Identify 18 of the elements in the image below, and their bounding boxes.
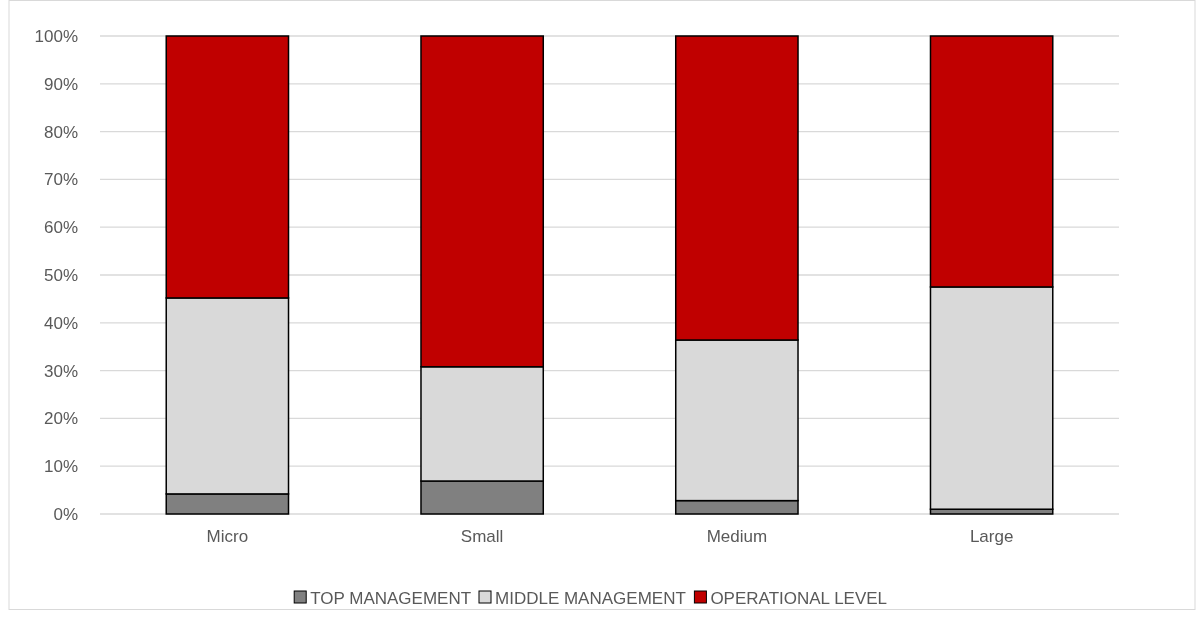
- y-tick-label: 0%: [53, 504, 78, 524]
- y-tick-label: 20%: [43, 409, 78, 429]
- x-tick-label: Large: [969, 527, 1014, 546]
- y-tick-label: 100%: [34, 26, 78, 46]
- y-tick-label: 10%: [43, 457, 78, 477]
- legend-label: OPERATIONAL LEVEL: [710, 588, 888, 608]
- legend-label: MIDDLE MANAGEMENT: [495, 588, 686, 608]
- x-tick-label: Small: [460, 527, 504, 546]
- y-tick-label: 70%: [43, 170, 78, 190]
- x-tick-label: Micro: [206, 527, 249, 546]
- y-tick-label: 60%: [43, 218, 78, 238]
- legend-label: TOP MANAGEMENT: [310, 588, 472, 608]
- y-tick-label: 80%: [43, 122, 78, 142]
- y-tick-label: 40%: [43, 313, 78, 333]
- y-tick-label: 90%: [43, 74, 78, 94]
- y-tick-label: 30%: [43, 361, 78, 381]
- x-tick-label: Medium: [706, 527, 768, 546]
- y-tick-label: 50%: [43, 265, 78, 285]
